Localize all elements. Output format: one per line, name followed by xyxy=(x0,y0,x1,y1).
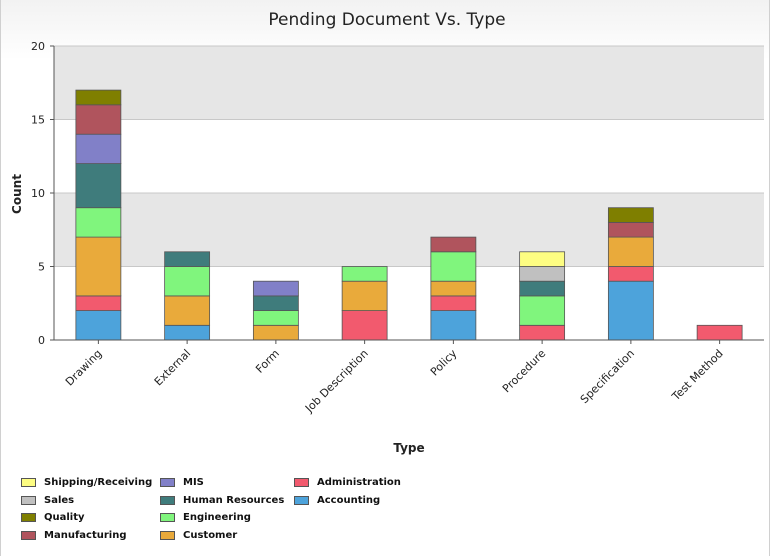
legend-label: Accounting xyxy=(317,494,381,506)
y-tick-label: 5 xyxy=(38,261,45,274)
legend-item: Manufacturing xyxy=(21,527,160,545)
y-axis-ticks: 0 5 10 15 20 xyxy=(31,40,54,347)
legend-item: Quality xyxy=(21,509,160,527)
bar-specification-manufacturing xyxy=(607,221,654,238)
plot-band xyxy=(54,266,764,340)
legend-label: Quality xyxy=(44,512,85,524)
legend-swatch xyxy=(160,513,175,523)
bar-policy-engineering xyxy=(430,251,477,282)
legend-swatch xyxy=(21,513,36,523)
y-axis-label: Count xyxy=(10,174,24,214)
x-tick-label: Procedure xyxy=(500,347,548,395)
bar-policy-manufacturing xyxy=(430,236,477,253)
bar-drawing-human-resources xyxy=(75,163,122,209)
legend-item: Accounting xyxy=(294,492,424,510)
bar-procedure-sales xyxy=(519,266,566,282)
bar-job-description-customer xyxy=(341,280,388,312)
legend-swatch xyxy=(21,478,36,488)
legend-item: Sales xyxy=(21,492,160,510)
y-tick-label: 10 xyxy=(31,187,45,200)
plot-band xyxy=(54,119,764,193)
legend-item: Human Resources xyxy=(160,492,294,510)
legend-item: Administration xyxy=(294,474,424,492)
x-tick-label: Test Method xyxy=(669,347,726,404)
x-tick-label: External xyxy=(152,347,193,388)
x-tick-label: Form xyxy=(253,347,282,376)
plot-band xyxy=(54,46,764,120)
bar-drawing-quality xyxy=(75,89,122,106)
bar-external-customer xyxy=(164,295,211,326)
bars xyxy=(75,89,743,341)
legend-item: Shipping/Receiving xyxy=(21,474,160,492)
bar-external-accounting xyxy=(164,324,211,341)
legend-swatch xyxy=(294,478,309,488)
legend-label: MIS xyxy=(183,477,204,489)
bar-policy-customer xyxy=(430,280,477,297)
x-tick-label: Drawing xyxy=(63,347,105,389)
y-tick-label: 0 xyxy=(38,334,45,347)
bar-policy-accounting xyxy=(430,310,477,341)
x-tick-label: Specification xyxy=(578,347,637,406)
bar-form-human-resources xyxy=(252,295,299,311)
legend-item: Engineering xyxy=(160,509,294,527)
legend-swatch xyxy=(21,495,36,505)
bar-form-engineering xyxy=(252,310,299,326)
bar-external-human-resources xyxy=(164,251,211,267)
x-axis-label: Type xyxy=(393,441,424,455)
bar-policy-administration xyxy=(430,295,477,311)
legend-item: Customer xyxy=(160,527,294,545)
bar-procedure-administration xyxy=(519,324,566,341)
legend: Shipping/Receiving MIS Administration Sales… xyxy=(21,474,424,544)
bar-form-mis xyxy=(252,280,299,297)
legend-swatch xyxy=(160,530,175,540)
x-axis-ticks: Drawing External Form Job Description Policy… xyxy=(63,340,726,416)
bar-external-engineering xyxy=(164,266,211,297)
legend-swatch xyxy=(294,495,309,505)
bar-job-description-engineering xyxy=(341,266,388,282)
legend-item: MIS xyxy=(160,474,294,492)
legend-swatch xyxy=(21,530,36,540)
legend-label: Engineering xyxy=(183,512,251,524)
bar-procedure-shipping-receiving xyxy=(519,251,566,267)
legend-label: Manufacturing xyxy=(44,529,127,541)
y-tick-label: 15 xyxy=(31,114,45,127)
bar-drawing-engineering xyxy=(75,207,122,238)
bar-procedure-engineering xyxy=(519,295,566,326)
bar-drawing-accounting xyxy=(75,310,122,341)
bar-specification-quality xyxy=(607,207,654,223)
legend-spacer xyxy=(294,509,424,527)
bar-specification-accounting xyxy=(607,280,654,341)
bar-test-method-administration xyxy=(696,324,743,341)
y-tick-label: 20 xyxy=(31,40,45,53)
bar-specification-administration xyxy=(607,266,654,282)
bar-drawing-mis xyxy=(75,133,122,164)
bar-procedure-human-resources xyxy=(519,280,566,297)
legend-spacer xyxy=(294,527,424,545)
legend-label: Human Resources xyxy=(183,494,285,506)
bar-drawing-administration xyxy=(75,295,122,311)
bar-specification-customer xyxy=(607,236,654,267)
chart-title: Pending Document Vs. Type xyxy=(268,10,505,30)
legend-label: Shipping/Receiving xyxy=(44,477,153,489)
legend-swatch xyxy=(160,495,175,505)
x-tick-label: Job Description xyxy=(302,347,371,416)
legend-label: Sales xyxy=(44,494,75,506)
bar-form-customer xyxy=(252,324,299,341)
plot-band xyxy=(54,193,764,267)
legend-swatch xyxy=(160,478,175,488)
legend-label: Administration xyxy=(317,477,401,489)
bar-job-description-administration xyxy=(341,310,388,341)
x-tick-label: Policy xyxy=(428,347,460,379)
bar-drawing-manufacturing xyxy=(75,104,122,135)
legend-label: Customer xyxy=(183,529,238,541)
bar-drawing-customer xyxy=(75,236,122,297)
